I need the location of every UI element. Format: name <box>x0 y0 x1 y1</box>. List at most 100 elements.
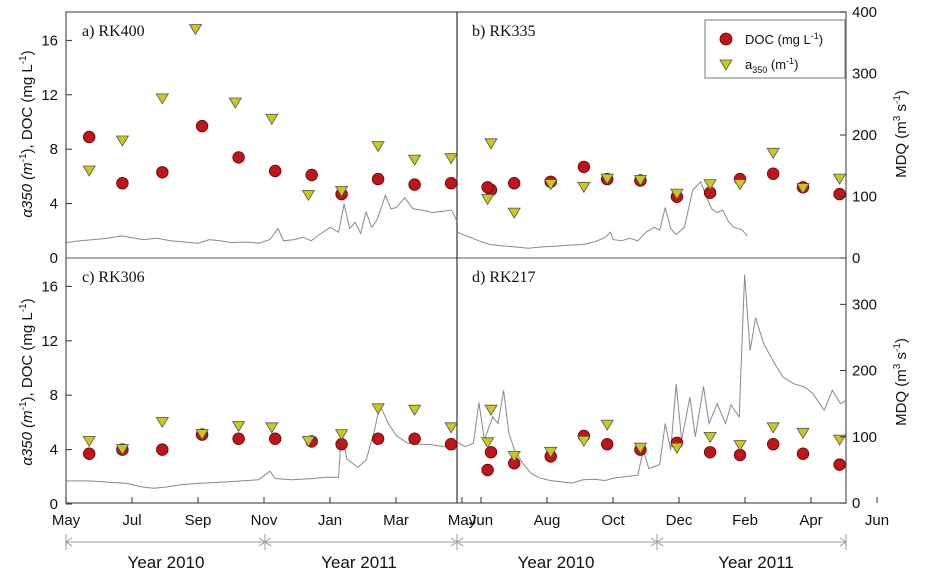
y2-tick-label: 200 <box>852 363 877 380</box>
arrow-head <box>839 537 847 547</box>
doc-point <box>408 432 421 445</box>
doc-point <box>444 176 458 190</box>
doc-point <box>305 168 318 182</box>
x-tick-label: Sep <box>185 512 212 529</box>
x-tick-label: Oct <box>601 512 625 529</box>
legend-doc-label: DOC (mg L-1) <box>745 31 823 47</box>
y2-tick-label: 0 <box>852 495 860 512</box>
a350-point <box>407 404 422 416</box>
y-tick-label: 0 <box>50 250 58 267</box>
a350-point <box>82 436 96 448</box>
panels: a) RK400 b) RK335 c) RK306 d) RK217 <box>65 11 847 504</box>
doc-point <box>833 458 846 471</box>
a350-point <box>407 154 422 166</box>
a350-point <box>600 419 614 431</box>
a350-point <box>577 436 591 448</box>
a350-point <box>633 175 648 187</box>
doc-point <box>232 151 245 164</box>
left-axis-title-top: α350 (m-1), DOC (mg L-1) <box>18 50 36 217</box>
doc-point <box>408 178 421 191</box>
a350-point <box>766 147 780 160</box>
panel-label-b: b) RK335 <box>472 23 536 40</box>
a350-point <box>188 24 203 36</box>
doc-point <box>156 166 169 179</box>
x-tick-label: May <box>448 512 477 529</box>
chart-marks <box>82 24 847 477</box>
a350-point <box>733 440 747 452</box>
a350-point <box>480 194 495 206</box>
y2-tick-label: 100 <box>852 189 877 206</box>
a350-point <box>301 436 316 448</box>
axes: 0 4 8 12 16 0 4 8 12 16 0 100 200 300 400 0 100 200 300 May… <box>41 4 889 529</box>
a350-point <box>195 429 209 441</box>
a350-point <box>507 207 521 219</box>
y2-tick-label: 200 <box>852 127 877 144</box>
y-tick-label: 12 <box>41 87 58 104</box>
doc-point <box>481 463 494 477</box>
doc-point <box>82 130 96 144</box>
a350-point <box>796 427 810 440</box>
a350-point <box>633 442 648 454</box>
a350-point <box>155 93 170 105</box>
panel-label-c: c) RK306 <box>82 269 145 286</box>
x-tick-label: Dec <box>666 512 693 529</box>
a350-point <box>115 444 130 456</box>
doc-point <box>269 432 282 445</box>
a350-point <box>796 183 810 195</box>
legend-box <box>704 19 846 79</box>
x-tick-label: Feb <box>732 512 758 529</box>
a350-point <box>265 422 279 434</box>
a350-point <box>766 422 780 434</box>
arrow-head <box>65 537 73 547</box>
a350-point <box>231 421 246 433</box>
mdq-line <box>66 403 458 489</box>
a350-point <box>733 179 747 191</box>
x-tick-label: Jul <box>122 512 141 529</box>
doc-point <box>195 119 209 133</box>
a350-point <box>832 434 847 446</box>
y2-tick-label: 400 <box>852 4 877 21</box>
a350-point <box>670 188 684 200</box>
doc-point <box>269 164 282 178</box>
mdq-line <box>65 193 458 244</box>
doc-point <box>767 438 780 451</box>
doc-point <box>767 167 780 180</box>
y2-tick-label: 300 <box>852 66 877 83</box>
x-tick-label: May <box>52 512 81 529</box>
a350-point <box>444 153 458 165</box>
doc-point <box>232 432 245 445</box>
arrow-head <box>656 537 664 547</box>
legend: DOC (mg L-1) a350 (m-1) <box>704 19 846 79</box>
x-tick-label: Nov <box>251 512 278 529</box>
doc-point <box>577 160 591 174</box>
doc-point <box>833 187 846 201</box>
y2-tick-label: 0 <box>852 250 860 267</box>
doc-point <box>796 447 810 460</box>
a350-point <box>577 181 591 194</box>
a350-point <box>480 437 495 449</box>
doc-point <box>156 443 169 456</box>
doc-point <box>484 446 498 459</box>
y-tick-label: 12 <box>41 333 58 350</box>
a350-point <box>543 179 558 191</box>
doc-point <box>481 181 494 194</box>
a350-point <box>334 186 349 198</box>
a350-point <box>703 179 717 191</box>
year-label-right-2011: Year 2011 <box>718 553 794 572</box>
x-tick-label: Jun <box>865 512 889 529</box>
a350-point <box>228 97 243 109</box>
doc-point <box>444 438 458 451</box>
year-ranges: Year 2010 Year 2011 Year 2010 Year 2011 <box>65 534 847 572</box>
mdq-line <box>456 180 748 249</box>
doc-point <box>371 432 385 445</box>
legend-doc-marker <box>719 32 733 46</box>
year-label-left-2010: Year 2010 <box>128 553 205 572</box>
legend-a350-label: a350 (m-1) <box>745 56 798 75</box>
doc-point <box>82 447 96 460</box>
x-tick-label: Aug <box>534 512 561 529</box>
a350-point <box>301 190 316 202</box>
a350-point <box>334 429 349 441</box>
a350-point <box>832 173 847 185</box>
a350-point <box>82 165 96 177</box>
